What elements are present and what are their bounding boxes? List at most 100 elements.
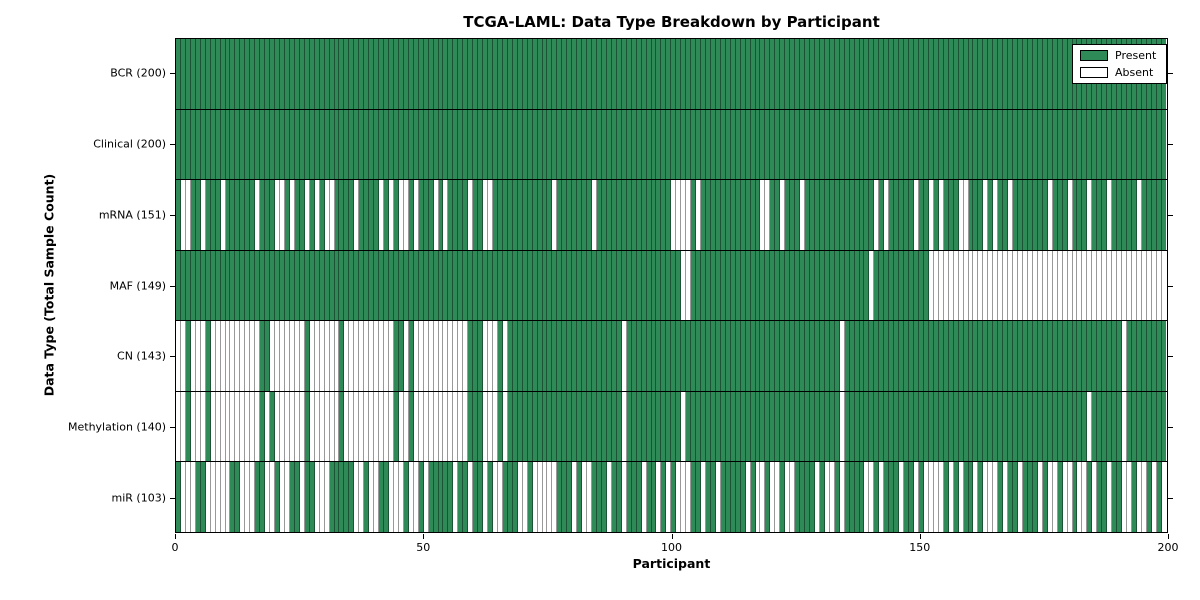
heatmap-cell: [393, 321, 399, 391]
y-tick-mark: [1168, 285, 1173, 287]
heatmap-cell: [309, 180, 315, 250]
heatmap-cell: [1013, 180, 1019, 250]
heatmap-cell: [176, 109, 181, 180]
heatmap-cell: [379, 180, 385, 250]
heatmap-cell: [379, 39, 385, 109]
heatmap-cell: [1151, 180, 1157, 250]
heatmap-cell: [1042, 391, 1048, 462]
heatmap-cell: [938, 391, 944, 462]
heatmap-cell: [478, 391, 484, 462]
heatmap-cell: [1082, 321, 1088, 391]
heatmap-cell: [760, 462, 766, 533]
heatmap-cell: [735, 180, 741, 250]
heatmap-cell: [339, 462, 345, 533]
heatmap-cell: [790, 391, 796, 462]
heatmap-cell: [889, 39, 895, 109]
heatmap-cell: [235, 39, 241, 109]
heatmap-cell: [1097, 321, 1103, 391]
heatmap-cell: [418, 250, 424, 321]
heatmap-cell: [606, 109, 612, 180]
heatmap-cell: [750, 462, 756, 533]
heatmap-cell: [304, 180, 310, 250]
heatmap-cell: [953, 109, 959, 180]
heatmap-cell: [790, 109, 796, 180]
heatmap-cell: [587, 391, 593, 462]
heatmap-cell: [309, 39, 315, 109]
heatmap-cell: [869, 109, 875, 180]
heatmap-cell: [1122, 462, 1127, 533]
heatmap-cell: [884, 180, 890, 250]
heatmap-cell: [225, 462, 231, 533]
heatmap-cell: [1107, 250, 1113, 321]
heatmap-cell: [1141, 180, 1147, 250]
heatmap-cell: [379, 250, 385, 321]
heatmap-cell: [280, 462, 285, 533]
heatmap-cell: [582, 321, 588, 391]
heatmap-cell: [691, 180, 697, 250]
heatmap-cell: [686, 180, 692, 250]
heatmap-cell: [800, 180, 806, 250]
heatmap-cell: [879, 109, 885, 180]
heatmap-cell: [250, 391, 256, 462]
heatmap-cell: [433, 109, 439, 180]
heatmap-cell: [314, 321, 320, 391]
heatmap-cell: [572, 180, 578, 250]
heatmap-cell: [735, 39, 741, 109]
heatmap-cell: [889, 462, 895, 533]
heatmap-cell: [522, 321, 528, 391]
heatmap-cell: [909, 180, 915, 250]
heatmap-cell: [720, 180, 726, 250]
heatmap-cell: [359, 39, 365, 109]
heatmap-cell: [849, 109, 855, 180]
heatmap-cell: [765, 180, 771, 250]
heatmap-cell: [1112, 180, 1118, 250]
heatmap-cell: [943, 180, 949, 250]
heatmap-cell: [854, 391, 860, 462]
heatmap-cell: [641, 109, 647, 180]
y-tick-mark: [1168, 73, 1173, 75]
heatmap-cell: [577, 462, 583, 533]
heatmap-cell: [453, 39, 459, 109]
heatmap-cell: [1136, 250, 1142, 321]
heatmap-cell: [488, 321, 493, 391]
heatmap-cell: [240, 180, 246, 250]
heatmap-cell: [978, 391, 984, 462]
heatmap-cell: [280, 321, 285, 391]
heatmap-cell: [616, 391, 622, 462]
heatmap-cell: [364, 180, 370, 250]
heatmap-cell: [1022, 109, 1028, 180]
heatmap-cell: [824, 391, 830, 462]
heatmap-cell: [859, 391, 865, 462]
heatmap-cell: [359, 462, 365, 533]
heatmap-cell: [701, 321, 706, 391]
heatmap-cell: [1052, 39, 1058, 109]
heatmap-cell: [200, 462, 206, 533]
heatmap-cell: [606, 180, 612, 250]
heatmap-cell: [750, 250, 756, 321]
heatmap-cell: [403, 462, 409, 533]
heatmap-cell: [1131, 109, 1137, 180]
heatmap-cell: [983, 39, 989, 109]
heatmap-cell: [943, 39, 949, 109]
heatmap-cell: [1003, 250, 1009, 321]
heatmap-cell: [864, 321, 870, 391]
heatmap-cell: [701, 462, 706, 533]
heatmap-cell: [810, 180, 815, 250]
heatmap-cell: [790, 250, 796, 321]
heatmap-cell: [195, 391, 201, 462]
heatmap-cell: [715, 462, 721, 533]
heatmap-cell: [899, 109, 905, 180]
heatmap-row-cn: [176, 321, 1167, 392]
heatmap-cell: [1131, 180, 1137, 250]
heatmap-cell: [275, 180, 281, 250]
heatmap-cell: [512, 180, 518, 250]
heatmap-cell: [592, 109, 598, 180]
heatmap-cell: [696, 250, 702, 321]
heatmap-cell: [909, 391, 915, 462]
heatmap-cell: [973, 321, 979, 391]
heatmap-cell: [185, 39, 191, 109]
heatmap-cell: [998, 391, 1004, 462]
heatmap-cell: [616, 462, 622, 533]
heatmap-cell: [938, 39, 944, 109]
heatmap-cell: [800, 462, 806, 533]
